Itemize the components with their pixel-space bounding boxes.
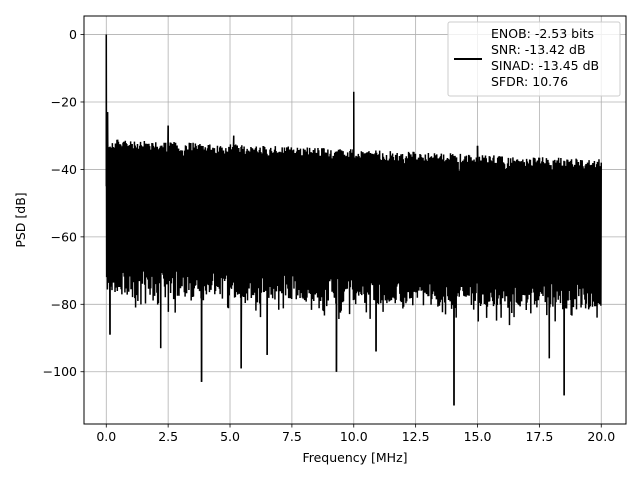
y-axis-ticks: 0 −20 −40 −60 −80 −100: [43, 27, 84, 379]
x-tick-label: 17.5: [525, 429, 553, 444]
y-tick-label: 0: [69, 27, 77, 42]
x-axis-label: Frequency [MHz]: [302, 450, 407, 465]
x-tick-label: 20.0: [587, 429, 615, 444]
legend: ENOB: -2.53 bits SNR: -13.42 dB SINAD: -…: [447, 21, 621, 97]
x-tick-label: 7.5: [282, 429, 302, 444]
x-tick-label: 0.0: [96, 429, 116, 444]
y-tick-label: −40: [51, 162, 77, 177]
legend-box: [447, 21, 621, 97]
x-tick-label: 5.0: [220, 429, 240, 444]
y-tick-label: −80: [51, 297, 77, 312]
y-tick-label: −100: [43, 364, 77, 379]
plot-frame: [83, 15, 627, 425]
x-tick-label: 10.0: [340, 429, 368, 444]
y-axis-label: PSD [dB]: [13, 192, 28, 247]
legend-sfdr: SFDR: 10.76: [491, 74, 568, 89]
plot-data: [105, 34, 602, 406]
x-axis-ticks: 0.0 2.5 5.0 7.5 10.0 12.5 15.0 17.5 20.0: [96, 424, 615, 444]
psd-series-line: [105, 34, 602, 406]
x-tick-label: 12.5: [402, 429, 430, 444]
y-tick-label: −60: [51, 229, 77, 244]
x-tick-label: 2.5: [158, 429, 178, 444]
legend-enob: ENOB: -2.53 bits: [491, 26, 594, 41]
x-tick-label: 15.0: [464, 429, 492, 444]
y-tick-label: −20: [51, 94, 77, 109]
legend-snr: SNR: -13.42 dB: [491, 42, 586, 57]
legend-sinad: SINAD: -13.45 dB: [491, 58, 599, 73]
